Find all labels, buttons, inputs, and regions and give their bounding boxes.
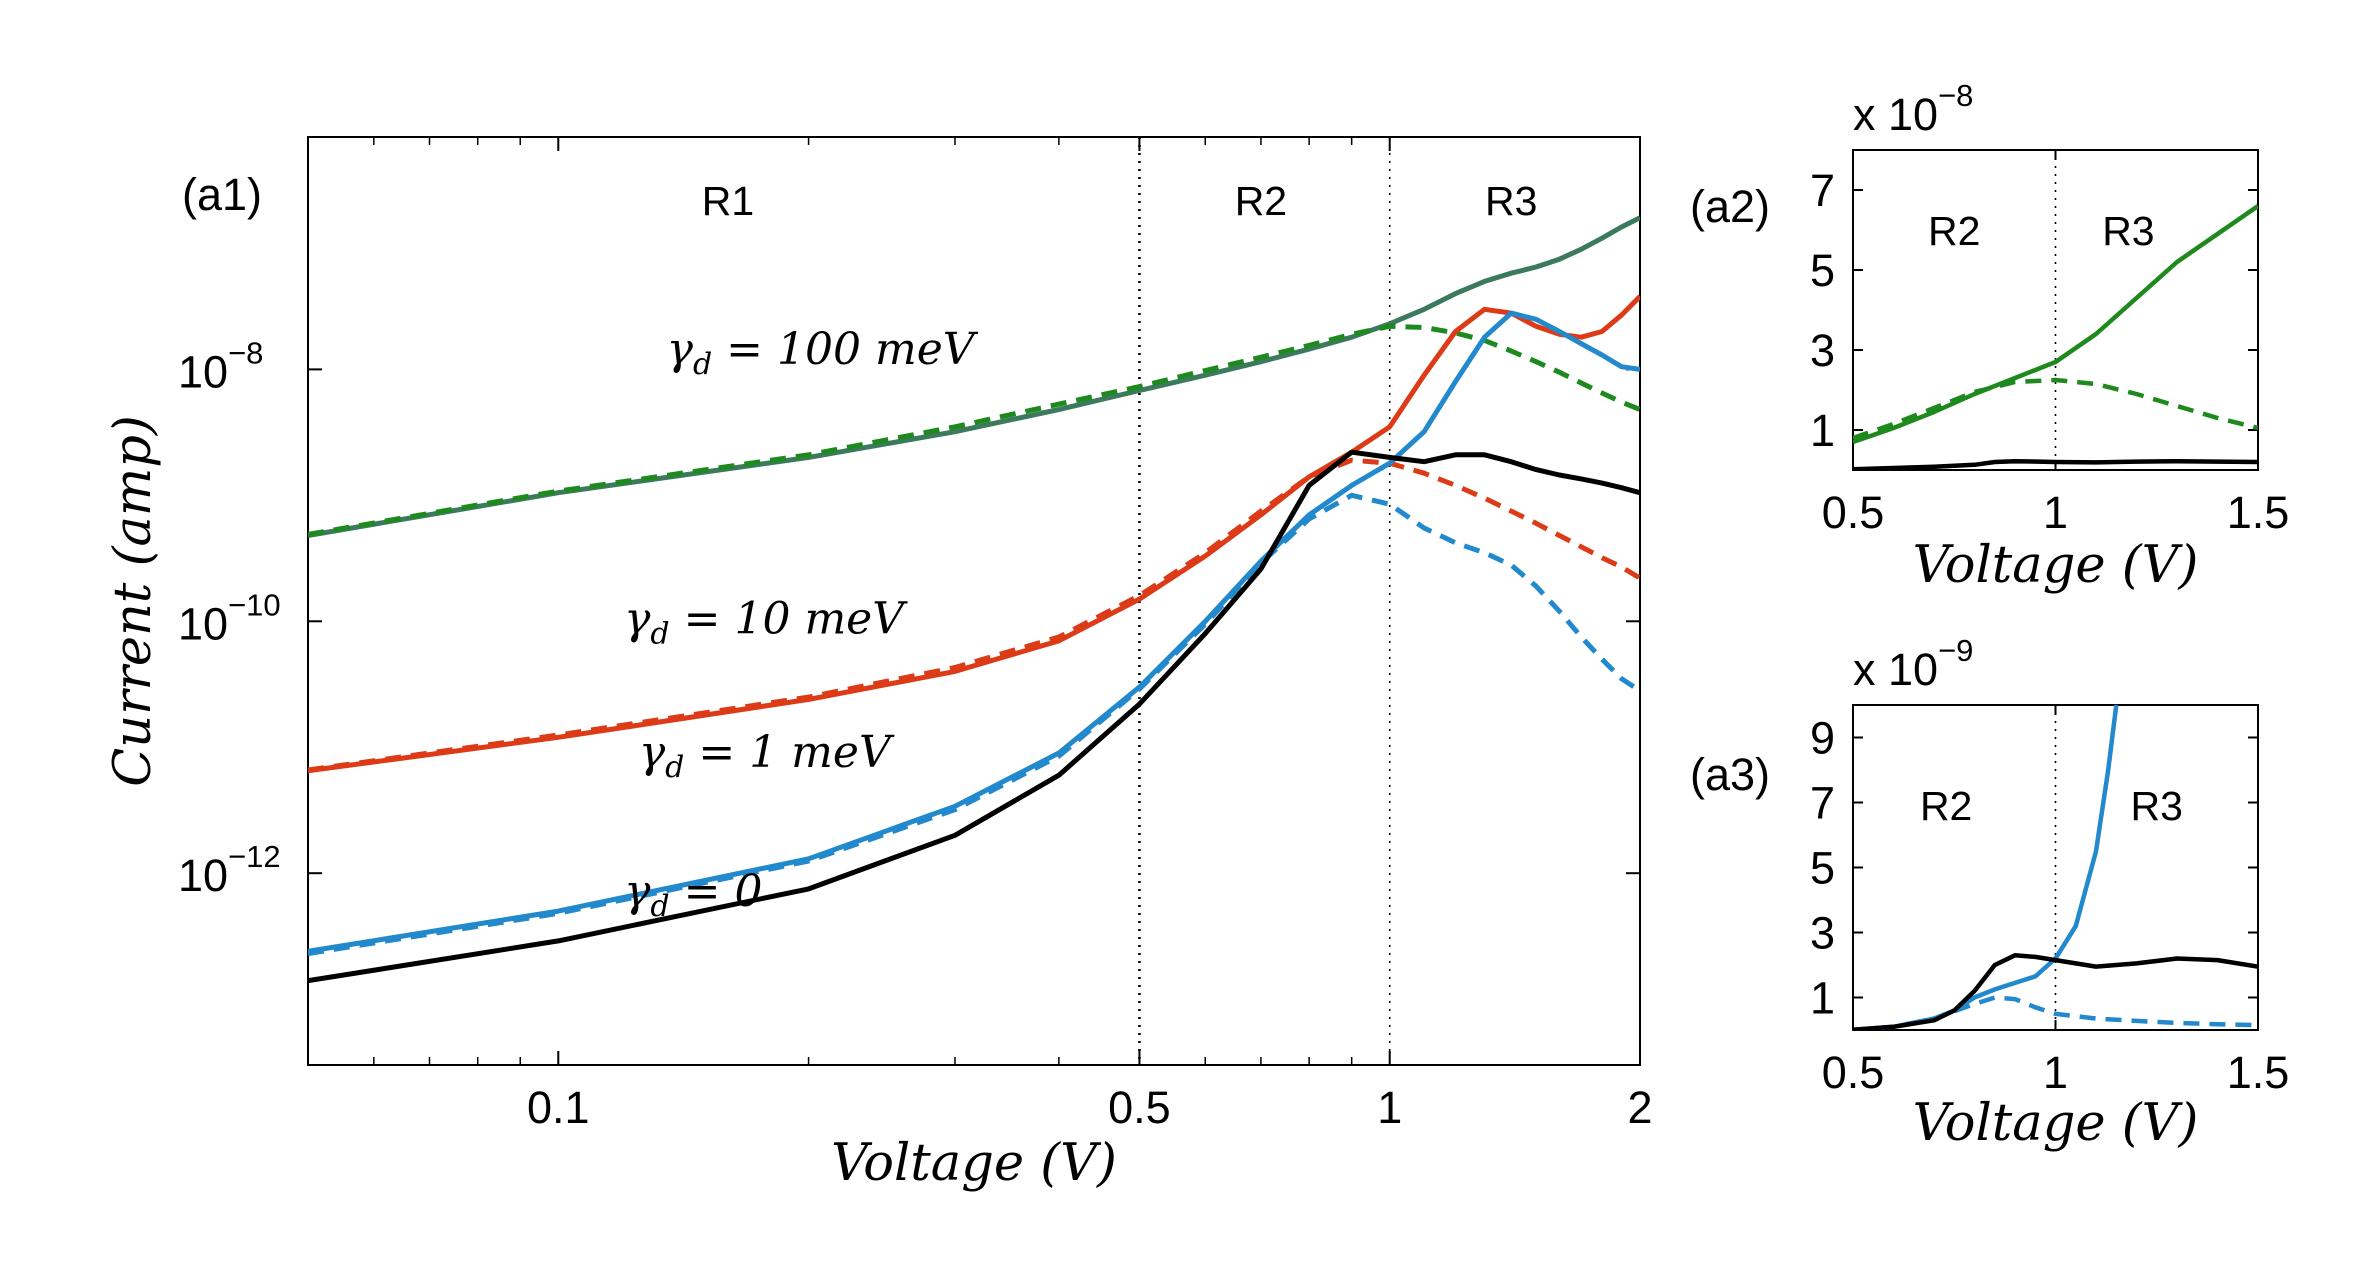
- panel-label: (a3): [1690, 749, 1770, 800]
- series-line: [308, 449, 1640, 984]
- y-tick-label: 3: [1810, 325, 1835, 376]
- region-label: R3: [1485, 178, 1537, 224]
- y-tick-label: 1: [1810, 973, 1835, 1024]
- series-line: [308, 323, 1640, 537]
- y-tick-label: 1: [1810, 405, 1835, 456]
- x-axis-label: Voltage (V): [1913, 1094, 2199, 1153]
- y-tick-label: 9: [1810, 713, 1835, 764]
- x-axis-label: Voltage (V): [831, 1134, 1117, 1193]
- series-annotation: γd = 10 meV: [624, 593, 908, 651]
- series-line: [308, 294, 1640, 774]
- axis-multiplier: x 10−9: [1853, 633, 1973, 695]
- series-line: [308, 457, 1640, 773]
- x-axis-label: Voltage (V): [1913, 536, 2199, 595]
- y-tick-label: 10−12: [178, 839, 281, 901]
- panel-label: (a1): [182, 169, 262, 220]
- series-line: [308, 215, 1640, 538]
- y-axis-label: Current (amp): [104, 415, 163, 787]
- region-label: R2: [1928, 208, 1980, 254]
- x-tick-label: 1: [2043, 487, 2068, 538]
- series-annotation: γd = 100 meV: [667, 324, 979, 382]
- chart-a3: 0.5 1 1.5 1 3 5 7 9 R2 R3 (a3) x 10−9 Voltage (V): [1690, 633, 2289, 1153]
- x-tick-label: 0.5: [1108, 1082, 1171, 1133]
- x-tick-label: 1: [1377, 1082, 1402, 1133]
- x-tick-label: 0.5: [1822, 487, 1885, 538]
- series-line: [308, 492, 1640, 957]
- series-annotation: γd = 1 meV: [639, 727, 895, 785]
- region-label: R3: [2131, 783, 2183, 829]
- region-label: R3: [2102, 208, 2154, 254]
- y-tick-label: 5: [1810, 843, 1835, 894]
- y-tick-label: 10−8: [178, 335, 263, 397]
- series-line: [1853, 204, 2258, 445]
- x-tick-label: 0.5: [1822, 1047, 1885, 1098]
- series-line: [1853, 953, 2258, 1030]
- y-tick-label: 5: [1810, 245, 1835, 296]
- y-tick-label: 3: [1810, 908, 1835, 959]
- x-tick-label: 1: [2043, 1047, 2068, 1098]
- series-group: [308, 215, 1640, 984]
- x-tick-label: 2: [1627, 1082, 1652, 1133]
- x-tick-label: 1.5: [2227, 487, 2290, 538]
- series-group: [1853, 204, 2258, 470]
- region-label: R1: [702, 178, 754, 224]
- region-label: R2: [1235, 178, 1287, 224]
- x-tick-label: 0.1: [527, 1082, 590, 1133]
- y-tick-label: 7: [1810, 778, 1835, 829]
- panel-label: (a2): [1690, 181, 1770, 232]
- y-tick-label: 7: [1810, 165, 1835, 216]
- series-line: [1853, 458, 2258, 470]
- y-tick-label: 10−10: [178, 587, 281, 649]
- series-line: [1853, 377, 2258, 441]
- series-line: [308, 310, 1640, 954]
- axis-multiplier: x 10−8: [1853, 78, 1973, 140]
- chart-a2: 0.5 1 1.5 1 3 5 7 R2 R3 (a2) x 10−8 Voltage (V): [1690, 78, 2289, 595]
- series-annotation: γd = 0: [624, 866, 762, 924]
- plot-frame: [307, 136, 1641, 1066]
- chart-a1: 0.1 0.5 1 2 10−12 10−10 10−8 R1 R2 R3 (a1) Voltage …: [104, 136, 1653, 1193]
- series-group: [1853, 705, 2258, 1030]
- region-label: R2: [1920, 783, 1972, 829]
- x-tick-label: 1.5: [2227, 1047, 2290, 1098]
